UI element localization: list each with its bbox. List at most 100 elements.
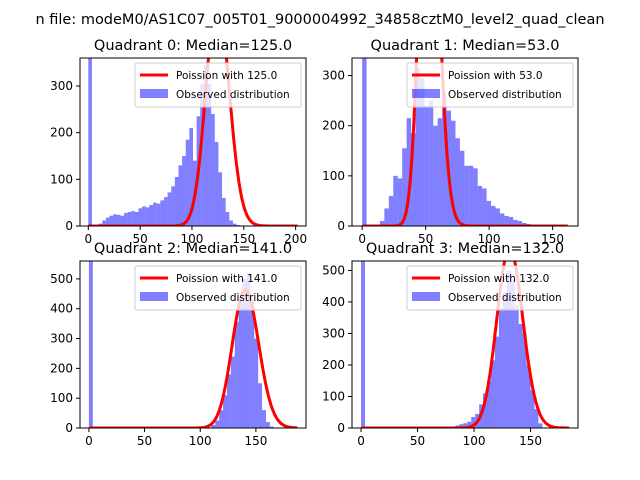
histogram-bar: [487, 380, 491, 428]
y-tick-label: 300: [322, 69, 345, 83]
histogram-bar: [477, 185, 483, 226]
histogram-bar: [226, 374, 231, 428]
y-tick-label: 100: [322, 169, 345, 183]
x-tick-label: 100: [478, 232, 501, 246]
legend-label-observed: Observed distribution: [448, 292, 562, 304]
subplot-title: Quadrant 2: Median=141.0: [94, 241, 292, 257]
histogram-bar: [402, 148, 407, 226]
histogram-bar: [397, 178, 403, 226]
x-tick-label: 0: [85, 434, 93, 448]
histogram-bar: [258, 383, 263, 428]
histogram-bar: [513, 219, 518, 226]
histogram-bar: [498, 308, 503, 428]
subplot-quadrant-0: 0 50 100 150 200 0 100 200 300 Quadrant 0: Median…: [50, 38, 307, 246]
histogram-bar: [471, 416, 476, 428]
histogram-bar: [526, 364, 531, 428]
histogram-bar: [149, 205, 154, 226]
histogram-bar: [250, 299, 255, 428]
x-tick-label: 200: [284, 232, 307, 246]
plot-area: [361, 58, 569, 226]
legend-box: [134, 62, 302, 108]
histogram-bar: [361, 261, 365, 428]
histogram-bar: [467, 421, 472, 428]
x-tick-label: 50: [410, 434, 425, 448]
x-tick-label: 50: [132, 232, 147, 246]
legend-box: [406, 265, 574, 311]
histogram-bar: [131, 211, 135, 226]
histogram-bar: [215, 420, 220, 428]
histogram-bar: [254, 338, 259, 428]
histogram-bar: [211, 114, 215, 226]
legend: Poission with 141.0 Observed distribution: [134, 265, 302, 311]
y-tick-label: 0: [337, 421, 345, 435]
histogram-bar: [116, 214, 121, 226]
legend: Poission with 132.0 Observed distribution: [406, 265, 574, 311]
histogram-bar: [384, 208, 389, 226]
axes-frame: [79, 57, 307, 227]
histogram-bar: [102, 220, 106, 226]
legend-label-observed: Observed distribution: [176, 89, 290, 101]
histogram-bar: [262, 410, 266, 428]
histogram-bar: [486, 200, 492, 226]
y-tick-label: 400: [322, 295, 345, 309]
histogram-bar: [160, 200, 164, 226]
histogram-bar: [242, 278, 247, 428]
histogram-bar: [442, 93, 447, 226]
histogram-bar: [504, 215, 509, 226]
y-tick-label: 300: [50, 332, 73, 346]
histogram-bar: [415, 68, 420, 226]
figure-title: n file: modeM0/AS1C07_005T01_9000004992_…: [35, 12, 604, 28]
histogram-bar: [406, 118, 412, 226]
y-tick-label: 200: [322, 119, 345, 133]
legend-swatch-observed: [140, 89, 168, 98]
legend-label-poisson: Poission with 53.0: [448, 70, 543, 82]
legend-swatch-observed: [140, 292, 168, 301]
subplot-title: Quadrant 3: Median=132.0: [366, 241, 564, 257]
histogram-bar: [218, 172, 223, 226]
histogram-bar: [393, 175, 398, 226]
histogram-bar: [167, 192, 172, 226]
y-tick-label: 200: [50, 361, 73, 375]
y-tick-label: 300: [322, 326, 345, 340]
histogram-bar: [534, 409, 539, 428]
legend: Poission with 125.0 Observed distribution: [134, 62, 302, 108]
histogram-bar: [214, 142, 219, 226]
y-tick-label: 300: [50, 79, 73, 93]
legend-label-observed: Observed distribution: [448, 89, 562, 101]
histogram-bar: [138, 208, 143, 226]
legend-swatch-observed: [412, 292, 440, 301]
histogram-bar: [482, 188, 487, 226]
histogram-bar: [222, 198, 226, 226]
histogram-bar: [514, 305, 519, 428]
subplot-quadrant-3: 0 50 100 150 0 100 200 300 400 500 Quadrant 3: Med…: [322, 241, 579, 448]
histogram-bar: [207, 83, 212, 226]
x-tick-label: 100: [189, 434, 212, 448]
histogram-bar: [495, 208, 500, 226]
x-tick-label: 100: [181, 232, 204, 246]
subplots-grid: 0 50 100 150 200 0 100 200 300 Quadrant 0: Median…: [50, 38, 579, 448]
histogram-bar: [451, 120, 456, 226]
histogram-bar: [134, 212, 139, 226]
histogram-bar: [424, 105, 429, 226]
x-tick-label: 0: [358, 232, 366, 246]
y-tick-label: 500: [322, 263, 345, 277]
y-tick-label: 400: [50, 302, 73, 316]
histogram-bar: [105, 217, 110, 226]
x-tick-label: 0: [84, 232, 92, 246]
subplot-quadrant-2: 0 50 100 150 0 100 200 300 400 500 Quadrant 2: Med…: [50, 241, 307, 448]
histogram-bar: [459, 150, 465, 226]
plot-area: [87, 58, 299, 226]
x-tick-label: 50: [418, 232, 433, 246]
y-tick-label: 0: [65, 219, 73, 233]
histogram-bar: [127, 212, 132, 226]
histogram-bar: [269, 426, 274, 428]
legend-box: [406, 62, 574, 108]
x-tick-label: 0: [357, 434, 365, 448]
histogram-bar: [517, 220, 523, 226]
histogram-bar: [265, 422, 270, 428]
legend-label-poisson: Poission with 125.0: [176, 70, 277, 82]
histogram-bar: [185, 139, 190, 226]
histogram-bar: [455, 138, 460, 226]
axes-frame: [79, 260, 307, 429]
